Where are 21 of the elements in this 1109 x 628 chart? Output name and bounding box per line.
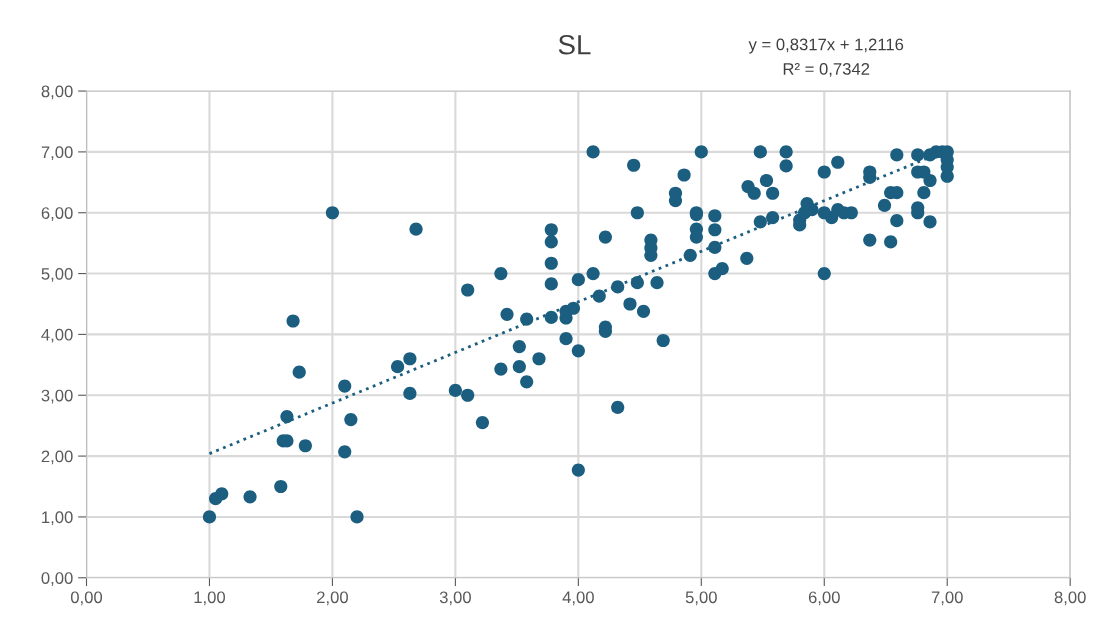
x-tick-label: 1,00 — [194, 591, 226, 606]
text: y = 0,8317x + 1,2116 — [748, 38, 904, 54]
y-tick-label: 1,00 — [42, 511, 73, 526]
x-tick-label: 5,00 — [685, 591, 717, 606]
y-tick-label: 8,00 — [41, 85, 73, 100]
x-tick-label: 4,00 — [562, 591, 594, 606]
x-tick-label: 7,00 — [931, 591, 963, 606]
text: R² = 0,7342 — [783, 63, 870, 77]
y-tick-label: 2,00 — [41, 450, 73, 465]
x-tick-label: 2,00 — [317, 591, 348, 606]
y-tick-label: 7,00 — [41, 146, 73, 161]
x-tick-label: 0,00 — [70, 591, 103, 606]
x-tick-label: 8,00 — [1054, 591, 1086, 606]
y-tick-label: 6,00 — [41, 207, 73, 221]
y-tick-label: 4,00 — [41, 328, 73, 343]
y-tick-label: 3,00 — [41, 389, 73, 404]
y-tick-label: 5,00 — [41, 267, 73, 282]
chart-title: SL — [558, 34, 591, 55]
x-tick-label: 6,00 — [808, 591, 840, 606]
y-tick-label: 0,00 — [41, 572, 73, 586]
x-tick-label: 3,00 — [439, 591, 471, 606]
